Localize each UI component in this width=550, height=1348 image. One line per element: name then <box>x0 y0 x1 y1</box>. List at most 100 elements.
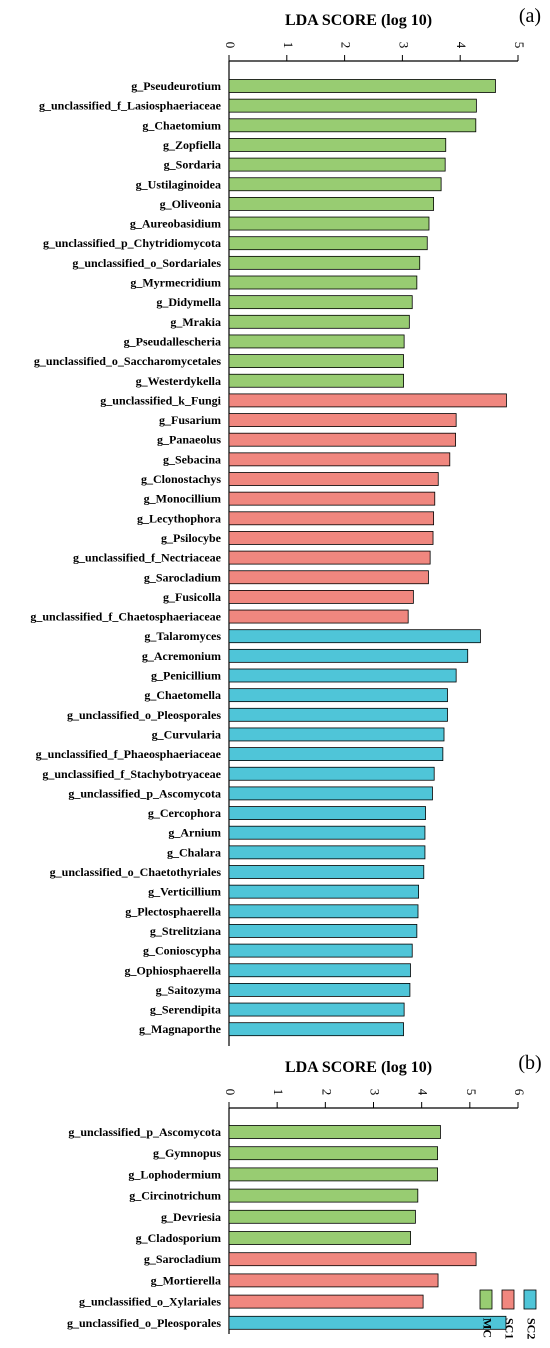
category-label: g_Saitozyma <box>156 983 221 997</box>
legend-label: SC1 <box>502 1318 516 1339</box>
bar <box>228 531 434 545</box>
x-tick-label: 0 <box>223 1089 238 1096</box>
legend-label: MC <box>480 1318 494 1338</box>
category-label: g_unclassified_f_Lasiosphaeriaceae <box>39 99 222 113</box>
legend-swatch <box>523 1289 537 1310</box>
category-label: g_unclassified_p_Chytridiomycota <box>43 236 221 250</box>
legend: MC SC1 SC2 <box>479 1289 538 1339</box>
category-label: g_unclassified_o_Saccharomycetales <box>34 354 221 368</box>
category-label: g_Clonostachys <box>141 472 221 486</box>
axis-title: LDA SCORE (log 10) <box>285 12 432 29</box>
bar <box>228 432 456 447</box>
category-label: g_Sebacina <box>163 452 221 466</box>
category-label: g_unclassified_p_Ascomycota <box>68 1125 221 1139</box>
category-label: g_Arnium <box>168 826 221 840</box>
bar <box>228 275 418 290</box>
category-label: g_Plectosphaerella <box>125 904 221 918</box>
x-tick-label: 0 <box>223 42 238 49</box>
category-label: g_Gymnopus <box>153 1146 221 1160</box>
bar <box>228 727 445 742</box>
bar <box>228 373 404 388</box>
bar <box>228 806 426 820</box>
bar <box>228 1002 405 1017</box>
category-label: g_unclassified_o_Pleosporales <box>67 1316 221 1330</box>
category-label: g_Sarocladium <box>144 1252 221 1266</box>
category-label: g_Pseudeurotium <box>131 79 221 93</box>
category-label: g_Acremonium <box>142 649 221 663</box>
x-tick-label: 5 <box>512 42 527 49</box>
category-label: g_Panaeolus <box>157 433 221 447</box>
x-tick-label: 6 <box>512 1089 527 1096</box>
legend-swatch <box>479 1289 493 1310</box>
category-label: g_Talaromyces <box>144 629 221 643</box>
category-label: g_unclassified_p_Ascomycota <box>68 786 221 800</box>
category-label: g_Zopfiella <box>163 138 221 152</box>
bar <box>228 491 436 506</box>
category-label: g_Ophiosphaerella <box>125 963 221 977</box>
bar <box>228 884 419 899</box>
bar <box>228 668 457 683</box>
bar <box>228 393 507 408</box>
bar <box>228 452 451 467</box>
bar <box>228 1125 441 1139</box>
bar <box>228 963 411 978</box>
bar <box>228 983 411 997</box>
legend-label: SC2 <box>524 1318 538 1339</box>
category-label: g_Didymella <box>156 295 221 309</box>
category-label: g_Pseudallescheria <box>124 334 221 348</box>
category-label: g_Fusicolla <box>163 590 221 604</box>
category-label: g_Lophodermium <box>128 1167 221 1181</box>
category-label: g_Psilocybe <box>161 531 222 545</box>
bar <box>228 295 413 310</box>
bar <box>228 1273 439 1288</box>
bar <box>228 629 481 644</box>
bar <box>228 138 447 152</box>
x-tick-label: 5 <box>464 1089 479 1096</box>
category-label: g_Aureobasidium <box>130 217 221 231</box>
bar <box>228 1294 424 1309</box>
category-label: g_Cladosporium <box>136 1231 221 1245</box>
bar <box>228 98 477 113</box>
category-label: g_Mortierella <box>151 1273 221 1287</box>
category-label: g_Mrakia <box>170 315 221 329</box>
category-label: g_unclassified_k_Fungi <box>100 393 221 407</box>
bar <box>228 1188 419 1203</box>
bar <box>228 354 404 369</box>
x-tick-label: 3 <box>368 1089 383 1096</box>
bar <box>228 472 439 486</box>
category-label: g_Cercophora <box>148 806 221 820</box>
category-label: g_unclassified_f_Chaetosphaeriaceae <box>30 610 221 624</box>
bar <box>228 786 433 801</box>
category-label: g_unclassified_f_Phaeosphaeriaceae <box>36 747 222 761</box>
x-tick-label: 2 <box>319 1089 334 1096</box>
category-label: g_Verticillium <box>148 885 221 899</box>
category-label: g_Devriesia <box>161 1210 221 1224</box>
panel-a: LDA SCORE (log 10) (a) 0 1 2 3 4 5 g_Pseudeuroti… <box>30 5 541 1046</box>
bar <box>228 766 435 781</box>
category-label: g_Sordaria <box>164 158 221 172</box>
category-label: g_Strelitziana <box>150 924 221 938</box>
x-tick-label: 4 <box>416 1089 431 1096</box>
x-tick-label: 2 <box>339 42 354 49</box>
bar <box>228 1252 477 1267</box>
bar <box>228 550 431 565</box>
bar <box>228 1022 404 1037</box>
category-label: g_unclassified_f_Nectriaceae <box>73 551 222 565</box>
bar <box>228 314 410 329</box>
bar <box>228 904 419 919</box>
bar <box>228 177 442 192</box>
category-label: g_Curvularia <box>152 727 221 741</box>
legend-swatch <box>501 1289 515 1310</box>
category-label: g_Conioscypha <box>143 944 221 958</box>
bar <box>228 648 469 663</box>
category-label: g_unclassified_o_Pleosporales <box>67 708 221 722</box>
category-label: g_Monocillium <box>144 492 221 506</box>
bar <box>228 334 405 349</box>
bar <box>228 236 428 251</box>
category-label: g_unclassified_o_Xylariales <box>79 1295 221 1309</box>
category-label: g_Magnaporthe <box>139 1022 222 1036</box>
category-label: g_Chaetomium <box>142 118 221 132</box>
x-tick-label: 3 <box>396 42 411 49</box>
category-label: g_unclassified_f_Stachybotryaceae <box>42 767 221 781</box>
